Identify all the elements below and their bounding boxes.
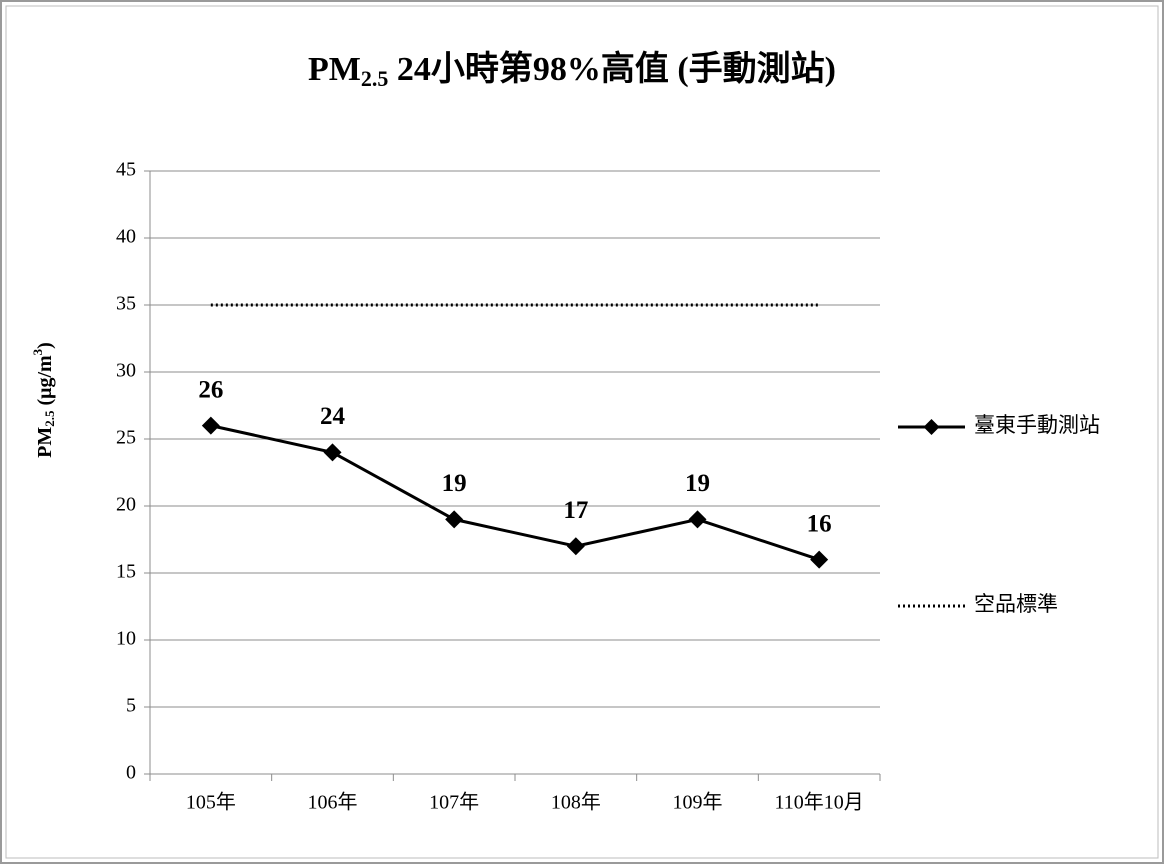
x-tick-label: 108年: [551, 791, 601, 814]
title-subscript: 2.5: [361, 66, 389, 91]
chart-title: PM2.5 24小時第98%高值 (手動測站): [308, 50, 836, 91]
x-tick-label: 106年: [308, 791, 358, 814]
y-axis-label: PM2.5 (μg/m3): [30, 342, 57, 458]
y-tick-label: 0: [126, 762, 136, 784]
data-point: [566, 537, 585, 556]
y-tick-label: 15: [116, 561, 136, 583]
data-point: [688, 510, 707, 529]
series-line: [210, 424, 820, 562]
y-label-part: PM: [34, 427, 56, 458]
data-point: [201, 416, 220, 435]
y-tick-label: 20: [116, 494, 136, 516]
y-label-subscript: 2.5: [42, 410, 57, 427]
data-label: 16: [807, 510, 832, 537]
legend-label: 臺東手動測站: [974, 413, 1100, 437]
data-label: 17: [563, 497, 588, 524]
data-point: [810, 550, 829, 569]
legend-label: 空品標準: [974, 592, 1058, 616]
y-tick-label: 30: [116, 360, 136, 382]
x-tick-label: 107年: [429, 791, 479, 814]
y-label-part: (μg/m: [34, 355, 56, 411]
y-tick-label: 40: [116, 226, 136, 248]
data-label: 19: [442, 470, 467, 497]
y-tick-label: 5: [126, 695, 136, 717]
y-label-part: ): [34, 342, 56, 349]
title-part: PM: [308, 51, 361, 88]
x-tick-label: 109年: [673, 791, 723, 814]
x-tick-label: 110年10月: [775, 791, 864, 814]
y-tick-label: 25: [116, 427, 136, 449]
data-point: [323, 443, 342, 462]
data-point: [445, 510, 464, 529]
chart-frame: [5, 5, 1159, 859]
y-tick-label: 45: [116, 159, 136, 181]
data-label: 24: [320, 403, 346, 430]
data-label: 19: [685, 470, 710, 497]
data-label: 26: [198, 376, 223, 403]
x-tick-label: 105年: [186, 791, 236, 814]
legend-marker: [923, 419, 940, 435]
y-label-superscript: 3: [30, 348, 45, 355]
y-tick-label: 10: [116, 628, 136, 650]
y-tick-label: 35: [116, 293, 136, 315]
title-part: 24小時第98%高值 (手動測站): [388, 50, 836, 88]
